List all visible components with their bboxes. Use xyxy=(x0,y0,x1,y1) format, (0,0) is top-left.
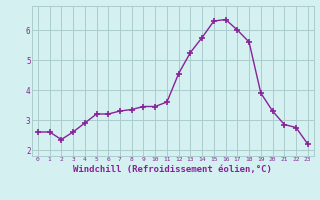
X-axis label: Windchill (Refroidissement éolien,°C): Windchill (Refroidissement éolien,°C) xyxy=(73,165,272,174)
